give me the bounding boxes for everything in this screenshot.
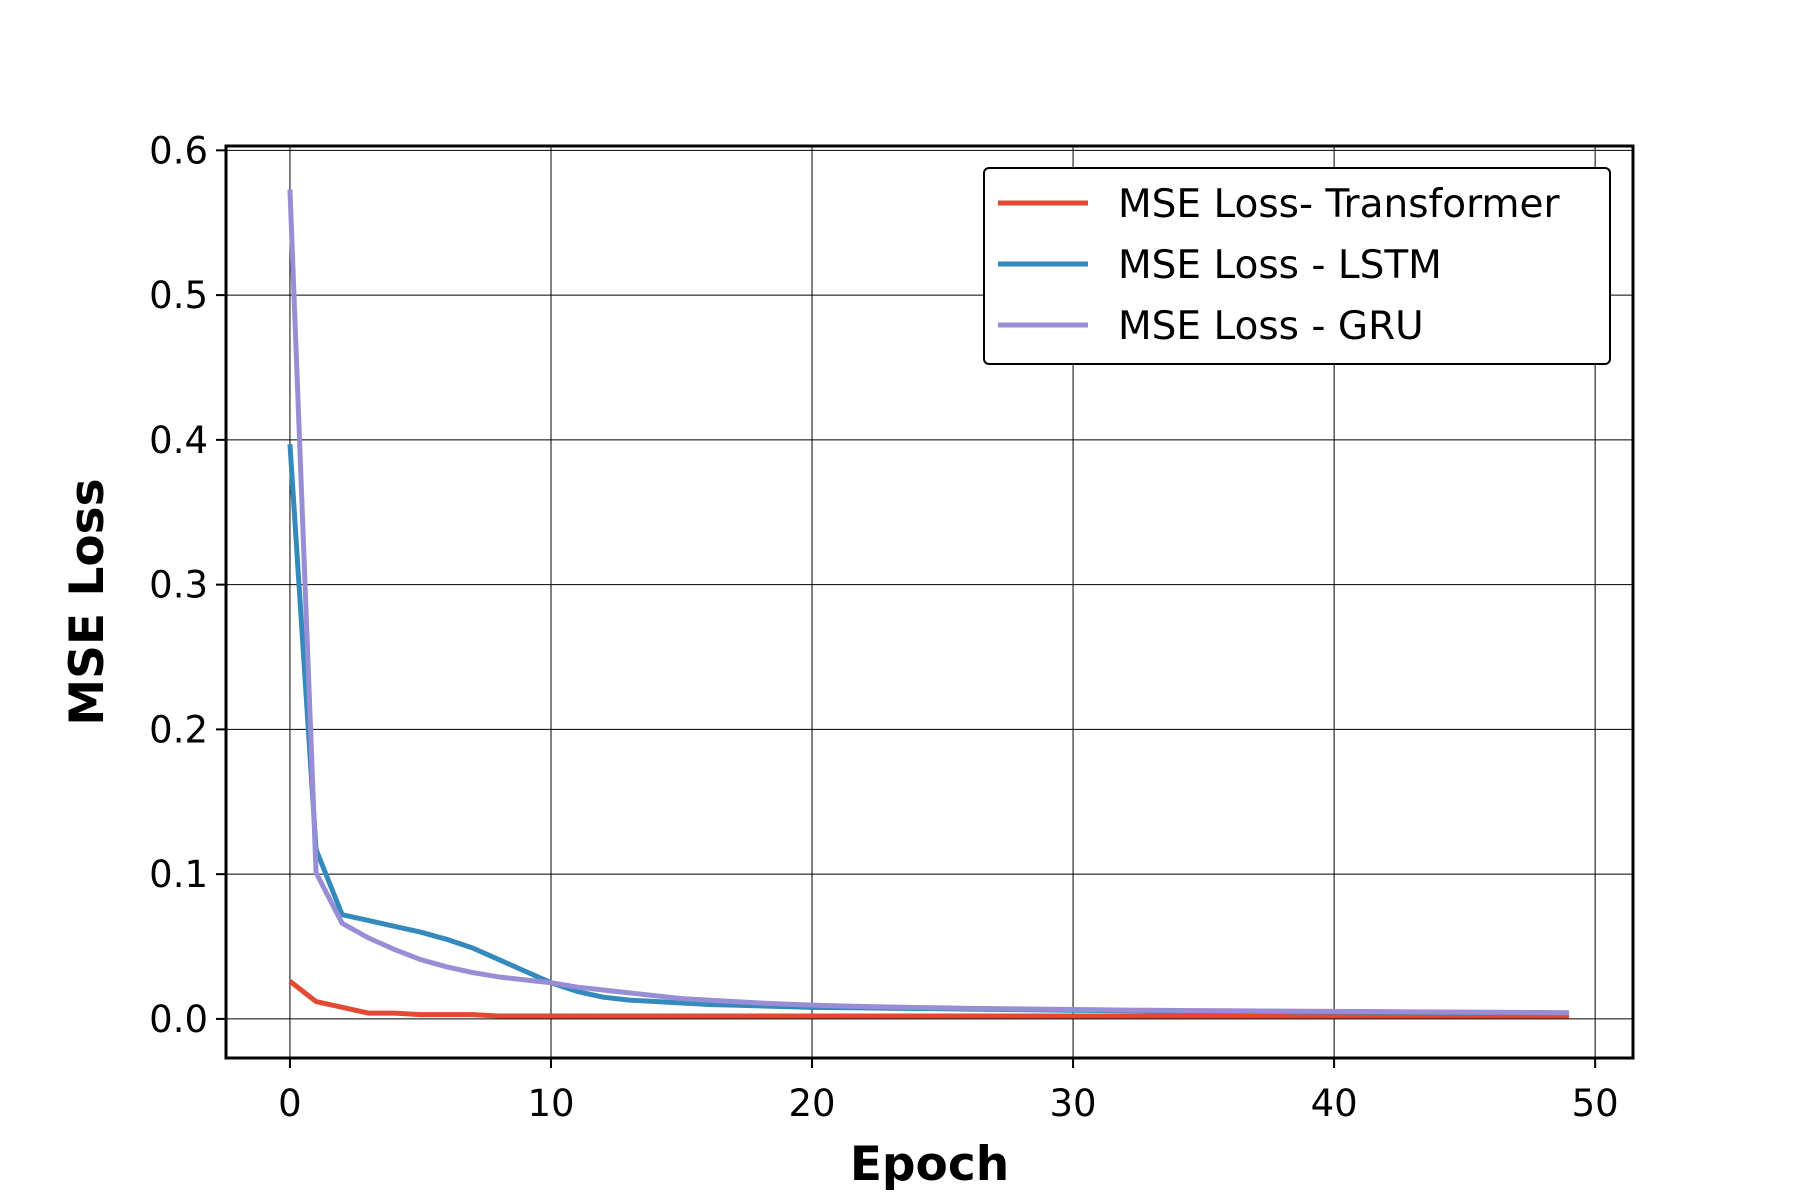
legend-label-0: MSE Loss- Transformer <box>1118 182 1560 227</box>
y-tick-label-0: 0.0 <box>149 998 208 1041</box>
x-tick-label-4: 40 <box>1311 1082 1358 1125</box>
series-line-mse-loss-transformer <box>288 979 1570 1019</box>
series-line-mse-loss-gru <box>287 189 1570 1016</box>
y-tick-label-3: 0.3 <box>149 564 208 607</box>
x-tick-label-2: 20 <box>788 1082 835 1125</box>
x-axis-label: Epoch <box>850 1137 1009 1192</box>
y-tick-label-6: 0.6 <box>149 129 208 172</box>
plot-frame <box>224 144 1635 1060</box>
y-tick-label-2: 0.2 <box>149 708 208 751</box>
y-tick-label-4: 0.4 <box>149 419 208 462</box>
y-tick-label-1: 0.1 <box>149 853 208 896</box>
axis-ticks: 0 10 20 30 40 50 0.0 0.1 0.2 0.3 0.4 0.5 0.6 <box>149 129 1619 1125</box>
legend-box <box>983 167 1611 365</box>
x-tick-label-1: 10 <box>527 1082 574 1125</box>
y-axis-label: MSE Loss <box>60 478 115 725</box>
series-layer <box>287 189 1570 1019</box>
y-tick-label-5: 0.5 <box>149 274 208 317</box>
x-tick-label-3: 30 <box>1050 1082 1097 1125</box>
x-tick-label-5: 50 <box>1572 1082 1619 1125</box>
legend-label-1: MSE Loss - LSTM <box>1118 243 1442 288</box>
legend-label-2: MSE Loss - GRU <box>1118 304 1424 349</box>
x-tick-label-0: 0 <box>278 1082 302 1125</box>
legend: MSE Loss- Transformer MSE Loss - LSTM MSE … <box>983 167 1611 365</box>
